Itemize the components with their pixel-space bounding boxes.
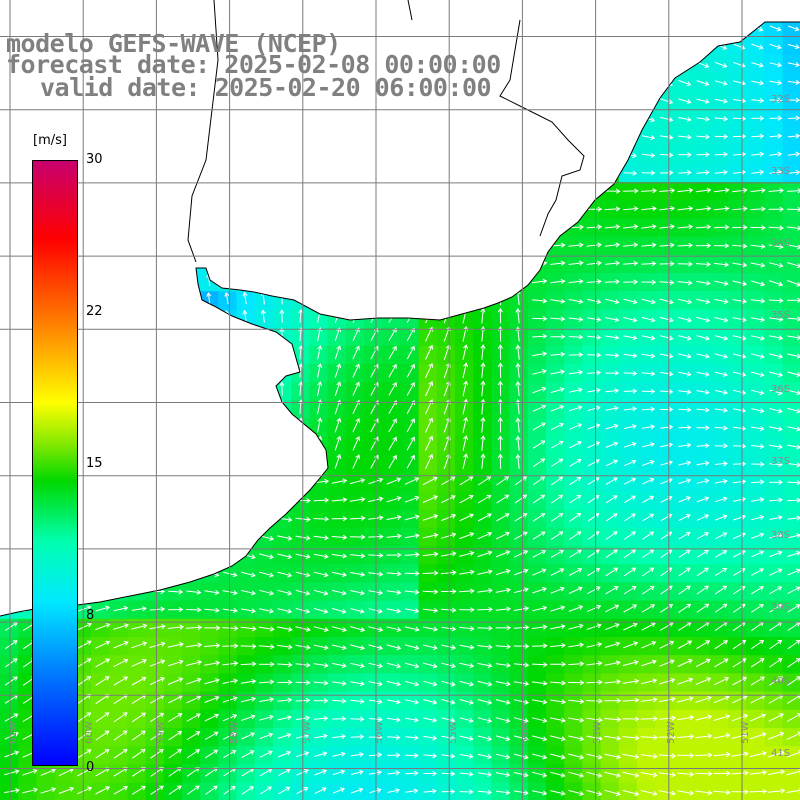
lat-label: 35S — [771, 310, 791, 321]
lat-label: 40S — [771, 676, 791, 687]
lon-label: 61W — [8, 721, 19, 744]
colorbar-tick-22: 22 — [86, 304, 103, 319]
colorbar-tick-0: 0 — [86, 760, 95, 775]
lon-label: 60W — [84, 721, 95, 744]
lon-label: 52W — [666, 721, 677, 744]
lon-label: 57W — [302, 721, 313, 744]
lat-label: 41S — [771, 748, 791, 759]
lat-label: 32S — [771, 94, 791, 105]
lat-label: 38S — [771, 530, 791, 541]
colorbar — [32, 160, 78, 766]
speed-cell — [782, 22, 800, 37]
lon-label: 58W — [229, 721, 240, 744]
colorbar-tick-30: 30 — [86, 152, 103, 167]
lat-label: 39S — [771, 602, 791, 613]
colorbar-tick-8: 8 — [86, 608, 95, 623]
lat-label: 36S — [771, 384, 791, 395]
lon-label: 56W — [374, 721, 385, 744]
lat-label: 33S — [771, 166, 791, 177]
lon-label: 51W — [740, 721, 751, 744]
lon-label: 55W — [448, 721, 459, 744]
lat-label: 34S — [771, 238, 791, 249]
valid-date-label: valid date: 2025-02-20 06:00:00 — [40, 73, 492, 102]
lon-label: 59W — [156, 721, 167, 744]
colorbar-unit-label: [m/s] — [33, 133, 67, 148]
lat-label: 37S — [771, 456, 791, 467]
colorbar-tick-15: 15 — [86, 456, 103, 471]
lon-label: 54W — [520, 721, 531, 744]
lon-label: 53W — [592, 721, 603, 744]
speed-cell — [764, 22, 784, 37]
